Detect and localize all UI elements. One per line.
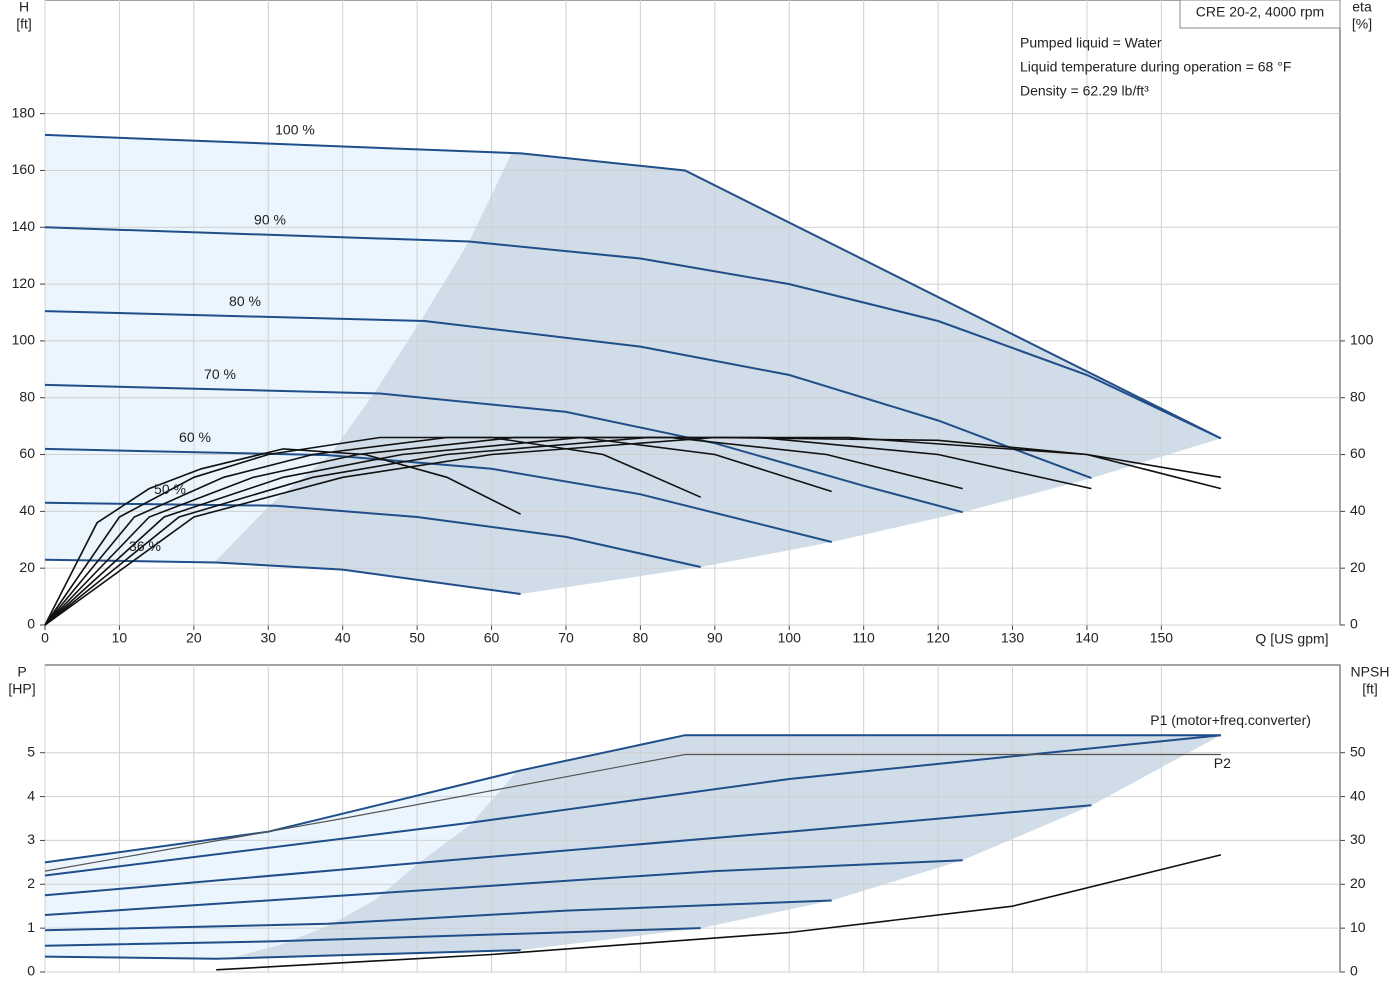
y2-axis-unit: [ft] [1362,681,1378,697]
y-tick-label: 1 [27,919,35,935]
series-line [44,734,1222,877]
title-box [1179,0,1341,29]
series-label: 36 % [129,538,161,554]
y-tick-label: 5 [27,743,35,759]
y-axis-label: P [17,664,26,680]
series-line [44,436,1092,626]
series-line [44,133,1222,440]
y2-axis-label: NPSH [1351,664,1390,680]
series-line [44,927,701,947]
y-axis-unit: [ft] [16,16,32,32]
series-label: 70 % [204,366,236,382]
series-line [44,753,1221,872]
x-tick-label: 120 [926,630,950,646]
series-label: 60 % [179,429,211,445]
series-label: 90 % [254,212,286,228]
y-tick-label: 60 [19,445,35,461]
y2-tick-label: 30 [1350,831,1366,847]
y2-tick-label: 80 [1350,388,1366,404]
y-tick-label: 160 [12,161,36,177]
y-axis-unit: [HP] [8,681,35,697]
note: Pumped liquid = Water [1020,35,1162,51]
y-tick-label: 4 [27,787,35,803]
x-tick-label: 140 [1075,630,1099,646]
y2-tick-label: 40 [1350,787,1366,803]
y2-tick-label: 40 [1350,502,1366,518]
series-label: 50 % [154,481,186,497]
series-line [44,899,832,932]
x-tick-label: 10 [112,630,128,646]
y-tick-label: 40 [19,502,35,518]
y2-tick-label: 0 [1350,963,1358,979]
series-line [44,949,521,960]
y-tick-label: 20 [19,559,35,575]
x-axis-label: Q [US gpm] [1255,631,1328,647]
note: Liquid temperature during operation = 68… [1020,59,1291,75]
series-line [44,383,963,514]
series-line [44,436,702,626]
y2-tick-label: 10 [1350,919,1366,935]
series-label: P1 (motor+freq.converter) [1150,712,1311,728]
series-line [44,310,1092,480]
series-label: 80 % [229,293,261,309]
y-tick-label: 0 [27,963,35,979]
y-tick-label: 3 [27,831,35,847]
note: Density = 62.29 lb/ft³ [1020,83,1149,99]
x-tick-label: 150 [1150,630,1174,646]
x-tick-label: 30 [260,630,276,646]
series-line [44,558,521,595]
x-tick-label: 110 [853,630,876,646]
series-label: 100 % [275,121,315,137]
x-tick-label: 50 [409,630,425,646]
y-tick-label: 140 [12,218,36,234]
x-tick-label: 20 [186,630,202,646]
x-tick-label: 80 [633,630,649,646]
y2-tick-label: 50 [1350,743,1366,759]
x-tick-label: 100 [778,630,802,646]
y-tick-label: 180 [12,104,36,120]
y-tick-label: 80 [19,388,35,404]
x-tick-label: 90 [707,630,723,646]
series-line [44,859,963,916]
series-line [44,448,521,626]
series-line [44,226,1222,440]
y-tick-label: 120 [12,275,36,291]
y-tick-label: 100 [12,332,36,348]
x-tick-label: 70 [558,630,574,646]
x-tick-label: 130 [1001,630,1025,646]
series-line [44,447,832,543]
y2-tick-label: 20 [1350,875,1366,891]
y2-axis-unit: [%] [1352,16,1372,32]
series-line [44,804,1092,897]
series-line [44,436,832,626]
y2-tick-label: 20 [1350,559,1366,575]
series-line [44,734,1221,864]
y-axis-label: H [19,0,29,15]
y2-tick-label: 100 [1350,332,1374,348]
chart-title: CRE 20-2, 4000 rpm [1196,4,1324,20]
series-line [44,436,963,626]
y2-tick-label: 0 [1350,616,1358,632]
series-line [216,854,1222,971]
y2-tick-label: 60 [1350,445,1366,461]
y-tick-label: 0 [27,616,35,632]
series-label: P2 [1214,755,1231,771]
x-tick-label: 40 [335,630,351,646]
x-tick-label: 0 [41,630,49,646]
x-tick-label: 60 [484,630,500,646]
y-tick-label: 2 [27,875,35,891]
y2-axis-label: eta [1352,0,1372,15]
